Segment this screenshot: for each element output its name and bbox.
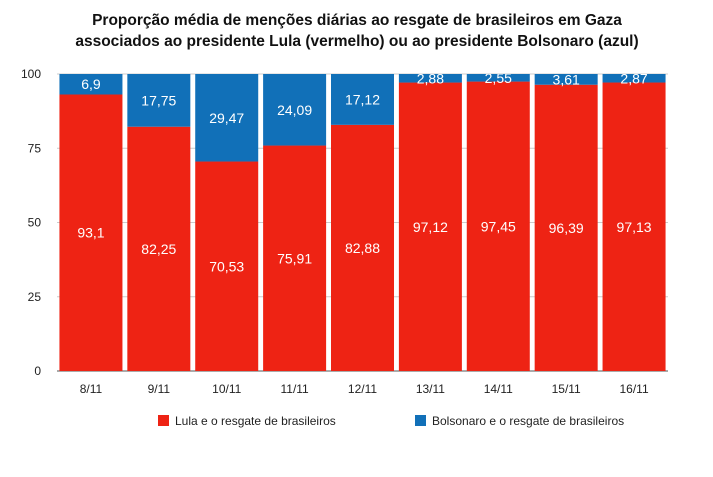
y-tick-label: 50 [28,216,42,230]
data-label: 17,12 [345,91,380,107]
data-label: 82,88 [345,240,380,256]
x-tick-label: 8/11 [80,382,103,396]
data-label: 2,88 [417,70,444,86]
data-label: 17,75 [141,92,176,108]
y-tick-label: 0 [34,364,41,378]
y-tick-label: 25 [28,290,42,304]
bar-bolsonaro [398,74,462,83]
x-tick-label: 9/11 [148,382,171,396]
chart-title-line-1: Proporção média de menções diárias ao re… [92,12,622,29]
bar-bolsonaro [195,74,259,162]
x-tick-label: 10/11 [212,382,241,396]
data-label: 97,12 [413,219,448,235]
data-label: 75,91 [277,250,312,266]
bar-bolsonaro [331,74,394,125]
data-label: 82,25 [141,241,176,257]
data-label: 6,9 [81,76,101,92]
x-tick-label: 15/11 [552,382,581,396]
bar-lula [331,124,394,371]
data-label: 3,61 [553,71,580,87]
bar-bolsonaro [127,74,191,127]
x-tick-label: 11/11 [280,382,309,396]
bar-lula [127,126,191,371]
data-label: 24,09 [277,102,312,118]
data-label: 93,1 [77,225,104,241]
data-label: 97,45 [481,218,516,234]
legend-swatch [415,415,426,426]
bar-bolsonaro [534,74,598,85]
data-label: 97,13 [617,219,652,235]
data-label: 2,55 [485,70,512,86]
legend-label: Lula e o resgate de brasileiros [175,414,336,428]
x-tick-label: 16/11 [619,382,648,396]
x-tick-label: 14/11 [484,382,513,396]
bar-lula [466,81,530,372]
data-label: 70,53 [209,258,244,274]
x-tick-label: 12/11 [348,382,377,396]
chart-title-line-2: associados ao presidente Lula (vermelho)… [75,33,638,50]
bar-lula [534,84,598,371]
bar-bolsonaro [466,74,530,82]
data-label: 2,87 [620,70,647,86]
legend-label: Bolsonaro e o resgate de brasileiros [432,414,624,428]
bar-lula [602,82,666,372]
x-tick-label: 13/11 [416,382,445,396]
bar-bolsonaro [602,74,666,83]
data-label: 29,47 [209,110,244,126]
y-tick-label: 75 [28,141,42,155]
bar-bolsonaro [263,74,327,146]
bar-bolsonaro [59,74,123,95]
bar-lula [398,82,462,372]
y-tick-label: 100 [21,67,41,81]
bar-lula [263,145,327,371]
bar-lula [59,94,123,372]
data-label: 96,39 [549,220,584,236]
legend-swatch [158,415,169,426]
bar-lula [195,161,259,371]
